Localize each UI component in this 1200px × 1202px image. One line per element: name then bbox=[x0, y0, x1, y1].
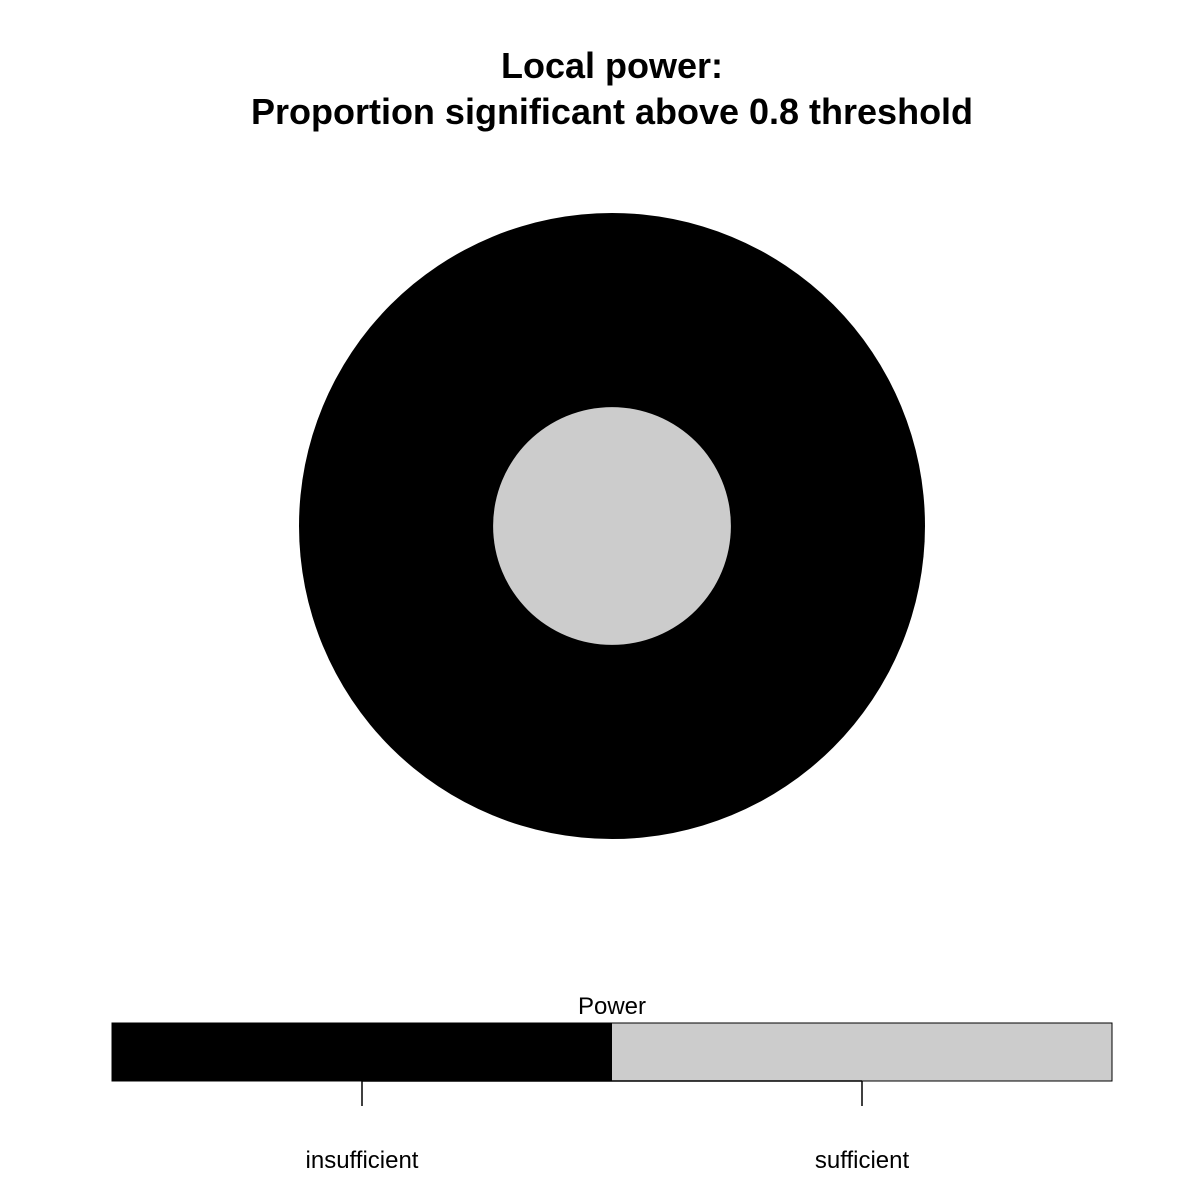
legend-tick-label-sufficient: sufficient bbox=[815, 1147, 910, 1174]
legend-title: Power bbox=[578, 993, 646, 1020]
chart-title-line-2: Proportion significant above 0.8 thresho… bbox=[251, 91, 973, 132]
legend-swatch-sufficient bbox=[612, 1023, 1112, 1081]
power-map bbox=[299, 213, 925, 839]
legend-colorbar: insufficient sufficient bbox=[111, 1022, 1113, 1174]
chart-title-line-1: Local power: bbox=[501, 45, 723, 86]
legend-swatch-insufficient bbox=[112, 1023, 612, 1081]
legend-tick-label-insufficient: insufficient bbox=[306, 1147, 419, 1174]
region-sufficient-1 bbox=[493, 407, 731, 645]
